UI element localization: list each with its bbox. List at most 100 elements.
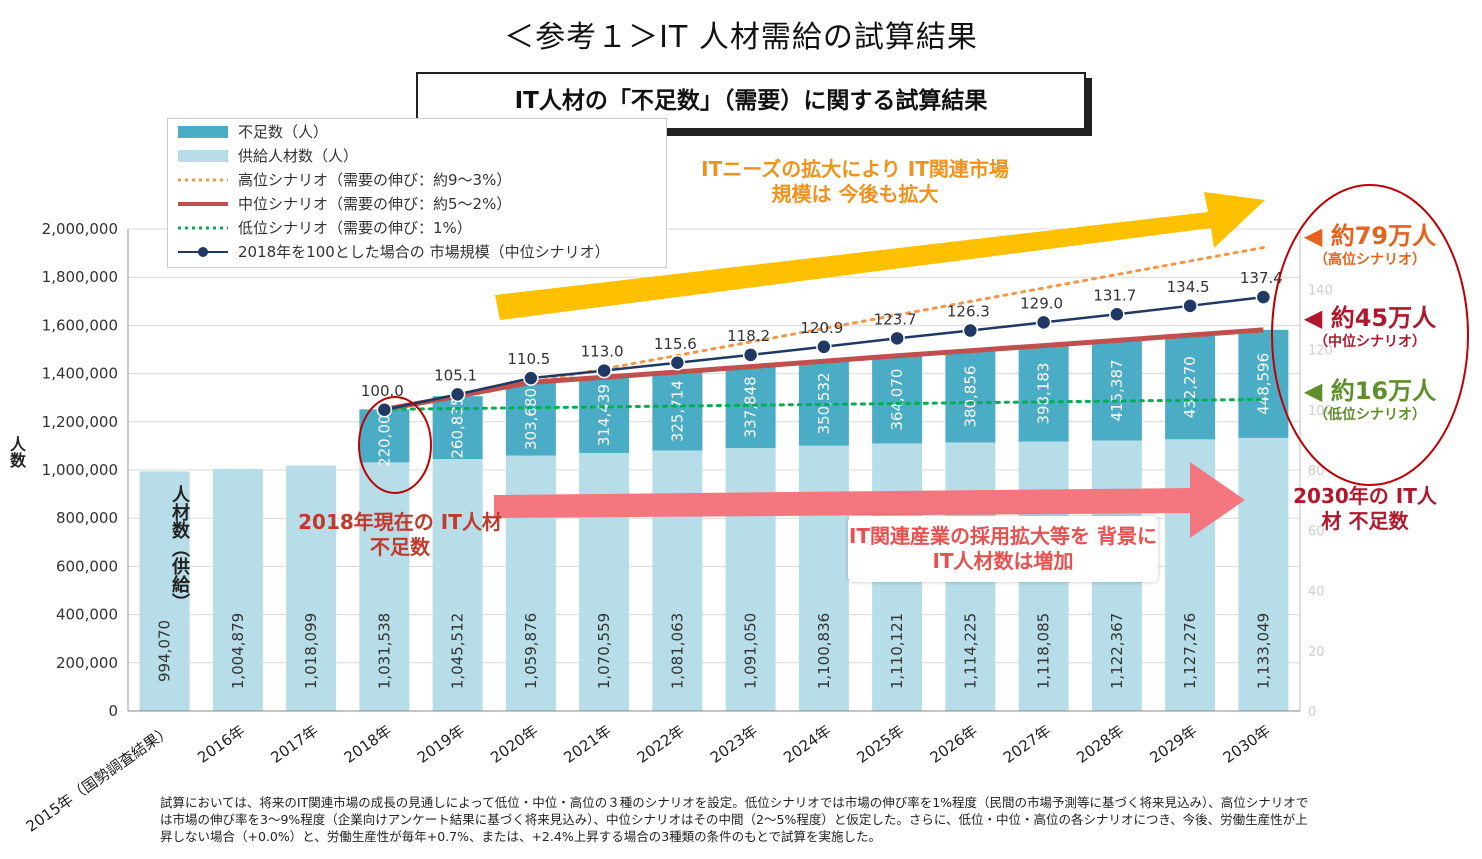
bar-shortage-label: 314,439 [595,384,613,446]
bar-shortage-label: 380,856 [961,366,979,428]
bar-shortage-label: 364,070 [888,369,906,431]
market-point-label: 137.4 [1240,269,1283,287]
bar-supply-label: 1,059,876 [522,613,540,689]
y-tick-label: 200,000 [56,654,118,672]
bar-shortage-label: 415,387 [1108,359,1126,421]
legend-swatch-shortage [178,126,228,138]
legend-swatch-high [178,178,228,182]
market-point [523,370,539,386]
bar-shortage [725,366,776,449]
bar-supply [286,465,337,711]
bar-shortage-label: 398,183 [1035,363,1053,425]
market-point [889,330,905,347]
market-point-label: 129.0 [1020,294,1063,312]
x-tick-label: 2026年 [927,722,981,767]
market-point-label: 134.5 [1167,278,1210,296]
bar-supply-label: 1,070,559 [595,613,613,689]
market-point-label: 120.9 [800,319,843,337]
bar-supply [359,462,410,711]
market-point-label: 118.2 [727,327,770,345]
legend-swatch-supply [178,150,228,162]
bar-shortage [945,350,996,443]
bar-supply-label: 1,045,512 [449,613,467,689]
bar-supply [212,468,263,711]
scenario-low-callout: ◀ 約16万人 （低位シナリオ） [1300,378,1440,424]
market-point [1035,314,1052,331]
market-point-label: 113.0 [581,343,624,361]
footnote: 試算においては、将来のIT関連市場の成長の見通しによって低位・中位・高位の３種の… [160,795,1309,844]
x-tick-label: 2027年 [1000,722,1054,767]
scenario-mid-callout: ◀ 約45万人 （中位シナリオ） [1300,305,1440,351]
bar-shortage [1165,335,1216,440]
y-tick-label: 2,000,000 [42,220,118,238]
bar-supply-label: 1,018,099 [302,613,320,689]
bar-supply-label: 1,031,538 [375,613,393,689]
annotation-market-growth: ITニーズの拡大により IT関連市場規模は 今後も拡大 [701,157,1009,206]
legend-label: 供給人材数（人） [238,147,359,165]
bar-supply-label: 1,091,050 [742,613,760,689]
market-point [449,386,466,403]
bar-supply-label: 1,127,276 [1181,613,1199,689]
x-tick-label: 2022年 [634,722,688,767]
scenario-mid-value: ◀ 約45万人 [1303,304,1437,332]
x-tick-label: 2028年 [1073,722,1127,767]
scenario-low-label: （低位シナリオ） [1314,407,1426,424]
y2-tick-label: 60 [1308,524,1325,539]
y2-tick-label: 0 [1308,705,1316,720]
bar-supply [139,471,190,711]
page-title: ＜参考１＞IT 人材需給の試算結果 [504,20,978,55]
highlight-circle-2030 [1271,184,1469,486]
market-point [1255,289,1272,305]
x-tick-label: 2024年 [780,722,834,767]
bar-shortage-label: 432,270 [1181,356,1199,418]
bar-supply-label: 994,070 [156,620,174,682]
y2-tick-label: 40 [1308,585,1325,600]
y-tick-label: 1,800,000 [42,268,118,286]
market-point-label: 110.5 [507,350,550,368]
market-point [1182,298,1198,314]
bar-supply-label: 1,122,367 [1108,613,1126,689]
bar-shortage-label: 350,532 [815,372,833,434]
bar-shortage-label: 260,835 [449,397,467,459]
legend-label: 不足数（人） [238,123,329,141]
market-point-label: 123.7 [874,310,917,328]
y2-axis: 0 20 40 60 80 100 120 140 [1299,229,1333,720]
bar-supply [1238,437,1289,711]
bar-shortage-label: 448,596 [1254,353,1272,415]
x-tick-label: 2018年 [341,722,395,767]
bar-shortage [505,382,556,456]
legend-label: 中位シナリオ（需要の伸び：約5～2%） [238,195,512,213]
x-tick-label: 2016年 [194,722,248,767]
supply-bar-label: 人材数（供給） [169,485,190,611]
scenario-high-callout: ◀ 約79万人 （高位シナリオ） [1300,223,1440,269]
scenario-low-value: ◀ 約16万人 [1303,377,1437,405]
y2-tick-label: 120 [1308,344,1333,359]
x-tick-label: 2015年（国勢調査結果） [23,722,175,836]
y-tick-label: 0 [108,702,118,720]
scenario-high-value: ◀ 約79万人 [1303,222,1437,250]
annotation-hiring-growth: IT関連産業の採用拡大等を 背景にIT人材数は増加 [848,516,1158,582]
bar-shortage [579,377,630,453]
bar-supply [725,448,776,711]
bar-shortage [872,355,923,444]
bar-shortage [432,396,483,460]
x-tick-label: 2020年 [487,722,541,767]
line-low-scenario [382,397,1265,411]
scenario-lines: 100.0 105.1 110.5 113.0 115.6 118.2 120.9 123.7… [361,246,1283,418]
x-tick-label: 2019年 [414,722,468,767]
market-point [742,347,759,363]
legend-swatch-low [178,226,228,230]
y-axis-title: 人数 [7,436,26,468]
market-point-label: 100.0 [361,382,404,400]
y2-tick-label: 80 [1308,464,1325,479]
legend-label: 高位シナリオ（需要の伸び：約9～3%） [238,171,512,189]
bar-shortage [359,409,410,463]
bar-supply-label: 1,114,225 [961,613,979,689]
scenario-high-label: （高位シナリオ） [1314,252,1426,269]
bar-shortage [1238,329,1289,438]
bar-shortage [1018,345,1069,442]
market-point [376,402,393,418]
x-tick-label: 2029年 [1147,722,1201,767]
bar-supply-label: 1,081,063 [668,613,686,689]
market-point-label: 115.6 [654,335,697,353]
